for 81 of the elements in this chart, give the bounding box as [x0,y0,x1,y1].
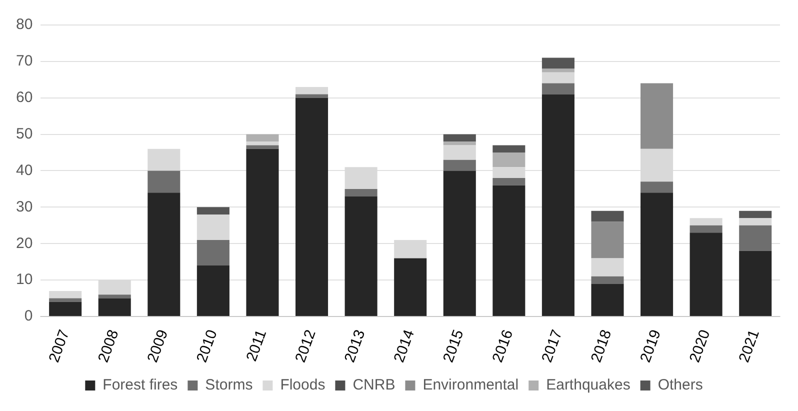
bar [246,145,279,149]
bar [542,68,574,72]
bar [443,134,476,142]
bar [148,192,180,316]
bar [591,258,624,276]
legend-label: Floods [280,376,326,394]
bar [148,170,180,193]
bar [196,214,230,240]
bar [98,298,131,316]
bar [196,207,230,214]
x-tick-label: 2018 [588,328,616,365]
y-tick-label: 30 [16,198,33,216]
x-tick-label: 2012 [292,328,320,365]
bar [196,240,230,266]
x-tick-label: 2019 [637,328,664,365]
bar [739,225,772,251]
x-tick-label: 2014 [390,328,418,365]
bar [443,160,476,171]
bar [443,142,476,146]
bar [344,188,378,196]
y-tick-label: 70 [16,52,33,70]
bar [49,302,82,316]
bar [591,222,624,258]
bar [49,290,82,298]
legend-label: Forest fires [102,376,178,394]
bar [492,145,526,153]
bar [542,94,574,316]
y-tick-label: 80 [16,16,33,34]
bar [246,142,279,146]
x-tick-label: 2007 [46,328,73,365]
bar [492,185,526,316]
x-tick-label: 2008 [94,328,122,365]
bar [640,192,674,316]
x-tick-label: 2017 [538,328,566,365]
y-tick-label: 60 [16,89,33,106]
bar [49,298,82,302]
x-tick-label: 2013 [341,328,369,365]
bar [690,225,722,233]
bar [739,210,772,218]
y-tick-label: 0 [24,308,33,325]
legend-label: Others [658,376,703,394]
x-tick-label: 2020 [686,328,714,365]
y-tick-label: 40 [16,162,33,179]
x-tick-label: 2011 [243,328,270,364]
bar [542,83,574,94]
bar [739,218,772,226]
bar [296,98,328,316]
bar [591,276,624,284]
bar [296,86,328,94]
legend-label: Storms [205,376,253,394]
bar [640,83,674,149]
bar [542,72,574,84]
bar [739,250,772,316]
bar [246,148,279,316]
bar [591,210,624,222]
bar [492,152,526,168]
bar [492,178,526,186]
bar [443,145,476,160]
bar [196,265,230,316]
bar [690,232,722,316]
bar [591,284,624,316]
legend-label: Earthquakes [546,376,630,394]
bar [98,294,131,298]
x-tick-label: 2015 [440,328,468,365]
x-tick-label: 2009 [144,328,172,365]
bar [542,58,574,69]
bar [443,170,476,316]
bar [394,258,427,316]
y-tick-label: 50 [16,125,33,142]
bar [640,182,674,193]
y-tick-label: 10 [16,271,33,288]
bar [690,218,722,226]
x-tick-label: 2021 [736,328,764,365]
x-tick-label: 2016 [489,328,517,365]
bar [344,196,378,316]
legend-label: Environmental [422,376,519,394]
bar [246,134,279,142]
x-tick-label: 2010 [193,328,221,365]
bar [296,94,328,98]
y-tick-label: 20 [16,234,33,252]
legend-label: CNRB [352,376,396,394]
